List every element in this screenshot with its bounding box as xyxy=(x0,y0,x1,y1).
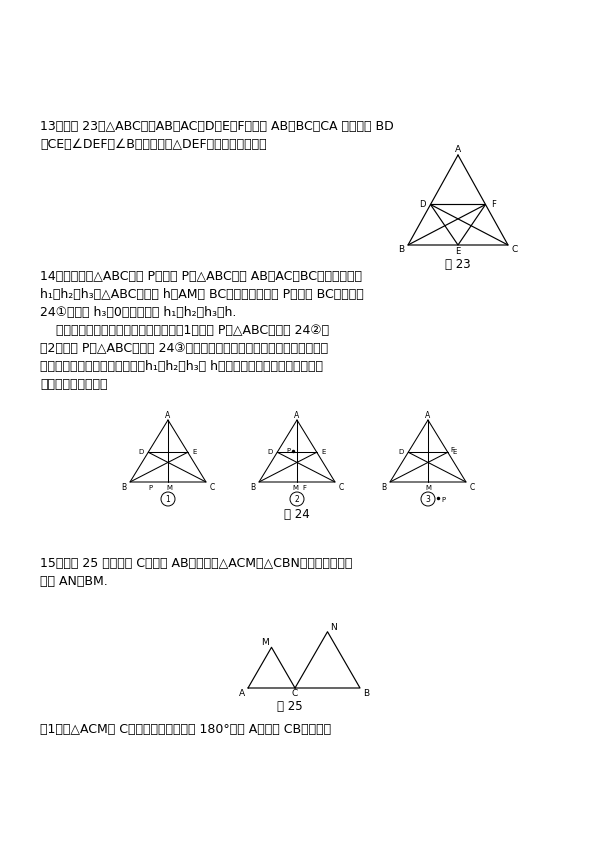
Text: 可证 AN＝BM.: 可证 AN＝BM. xyxy=(40,575,108,588)
Text: 请直接应用上述信息解决下列问题：（1）当点 P在△ABC内如图 24②，: 请直接应用上述信息解决下列问题：（1）当点 P在△ABC内如图 24②， xyxy=(40,324,329,337)
Text: P: P xyxy=(441,497,446,503)
Text: 图 25: 图 25 xyxy=(277,700,303,712)
Text: ＝CE，∠DEF＝∠B，你能说明△DEF是等腰三角形吗？: ＝CE，∠DEF＝∠B，你能说明△DEF是等腰三角形吗？ xyxy=(40,138,267,151)
Text: E: E xyxy=(321,450,326,456)
Text: B: B xyxy=(250,482,256,492)
Text: B: B xyxy=(121,482,127,492)
Text: B: B xyxy=(363,690,369,699)
Text: P: P xyxy=(149,485,153,491)
Text: N: N xyxy=(330,623,337,632)
Text: 2: 2 xyxy=(295,494,299,504)
Text: C: C xyxy=(209,482,215,492)
Text: A: A xyxy=(295,411,300,419)
Text: D: D xyxy=(268,450,273,456)
Text: 的猜想，不需说明．: 的猜想，不需说明． xyxy=(40,378,108,391)
Text: h₁、h₂、h₃，△ABC的高为 h，AM是 BC边上的高．若点 P在一边 BC上，如图: h₁、h₂、h₃，△ABC的高为 h，AM是 BC边上的高．若点 P在一边 BC… xyxy=(40,288,364,301)
Text: C: C xyxy=(292,690,298,699)
Text: 15．如图 25 所示，点 C为线段 AB上一点，△ACM，△CBN是等边三角形，: 15．如图 25 所示，点 C为线段 AB上一点，△ACM，△CBN是等边三角形… xyxy=(40,557,352,570)
Text: （1）将△ACM绕 C点按逆时针方向旋转 180°，使 A点落在 CB上，请画: （1）将△ACM绕 C点按逆时针方向旋转 180°，使 A点落在 CB上，请画 xyxy=(40,723,331,736)
Text: B: B xyxy=(398,246,404,254)
Text: E: E xyxy=(453,450,457,456)
Text: A: A xyxy=(455,145,461,153)
Text: M: M xyxy=(292,485,298,491)
Text: M: M xyxy=(166,485,172,491)
Text: 图 23: 图 23 xyxy=(445,258,471,271)
Text: A: A xyxy=(239,690,245,699)
Text: 图 24: 图 24 xyxy=(284,508,310,520)
Text: A: A xyxy=(165,411,171,419)
Text: F: F xyxy=(302,485,306,491)
Text: 3: 3 xyxy=(425,494,430,504)
Text: E: E xyxy=(193,450,197,456)
Text: C: C xyxy=(469,482,475,492)
Text: D: D xyxy=(139,450,144,456)
Text: D: D xyxy=(419,200,426,209)
Text: 14．已知等边△ABC和点 P，设点 P到△ABC三边 AB、AC、BC的距离分别为: 14．已知等边△ABC和点 P，设点 P到△ABC三边 AB、AC、BC的距离分… xyxy=(40,270,362,283)
Text: F: F xyxy=(451,447,455,453)
Text: 24①，此时 h₃＝0，可得结论 h₁＋h₂＋h₃＝h.: 24①，此时 h₃＝0，可得结论 h₁＋h₂＋h₃＝h. xyxy=(40,306,236,319)
Text: 成立，请给予说明；若不成立，h₁、h₂、h₃与 h之间又有怎样的关系？请写出你: 成立，请给予说明；若不成立，h₁、h₂、h₃与 h之间又有怎样的关系？请写出你 xyxy=(40,360,323,373)
Text: F: F xyxy=(491,200,496,209)
Text: 13．如图 23，△ABC中，AB＝AC，D、E、F分别为 AB、BC、CA 上的点且 BD: 13．如图 23，△ABC中，AB＝AC，D、E、F分别为 AB、BC、CA 上… xyxy=(40,120,394,133)
Text: D: D xyxy=(399,450,404,456)
Text: M: M xyxy=(262,637,270,647)
Text: C: C xyxy=(512,246,518,254)
Text: C: C xyxy=(339,482,344,492)
Text: P: P xyxy=(286,448,290,454)
Text: 1: 1 xyxy=(165,494,170,504)
Text: B: B xyxy=(381,482,387,492)
Text: E: E xyxy=(455,248,461,257)
Text: M: M xyxy=(425,485,431,491)
Text: （2）当点 P在△ABC外如图 24③，这两种情况时，上述结论是否还成立？若: （2）当点 P在△ABC外如图 24③，这两种情况时，上述结论是否还成立？若 xyxy=(40,342,328,355)
Text: A: A xyxy=(425,411,431,419)
